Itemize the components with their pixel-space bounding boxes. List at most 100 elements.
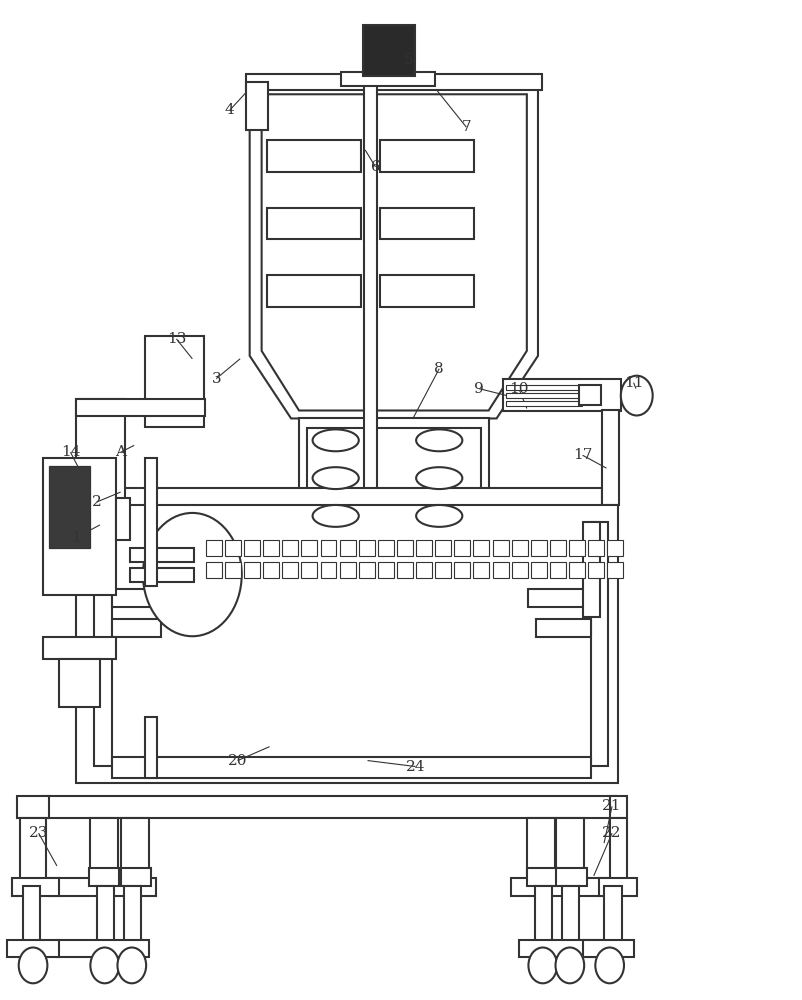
Ellipse shape [416,429,462,451]
Text: 9: 9 [474,382,484,396]
Bar [20,818,46,886]
Text: 7: 7 [461,120,471,134]
Bar [299,418,488,546]
Polygon shape [249,82,538,418]
Ellipse shape [416,505,462,527]
Bar [76,488,602,510]
Text: 6: 6 [371,160,380,174]
Bar [557,818,584,886]
Bar [6,940,59,957]
Bar [569,562,585,578]
Bar [49,878,156,896]
Bar [282,562,298,578]
Bar [267,275,361,307]
Circle shape [595,948,624,983]
Text: 2: 2 [92,495,102,509]
Text: 13: 13 [167,332,186,346]
Bar [604,886,622,957]
Bar [245,74,542,90]
Bar [76,510,602,526]
Text: 24: 24 [406,760,425,774]
Circle shape [556,948,584,983]
Bar [12,878,59,896]
Bar [503,379,621,410]
Bar [22,886,40,957]
Bar [416,562,432,578]
Text: 14: 14 [61,445,80,459]
Bar [535,886,553,946]
Bar [144,717,157,778]
Text: 8: 8 [435,362,444,376]
Ellipse shape [313,429,358,451]
Bar [302,540,318,556]
Bar [512,540,528,556]
Bar [380,275,474,307]
Text: 1: 1 [71,531,81,545]
Bar [267,208,361,239]
Bar [582,522,600,617]
Bar [455,562,470,578]
Bar [130,548,194,562]
Bar [435,540,452,556]
Text: A: A [115,445,126,459]
Bar [512,562,528,578]
Bar [120,868,151,886]
Bar [378,540,394,556]
Bar [397,562,413,578]
Bar [206,540,222,556]
Bar [397,540,413,556]
Bar [511,878,618,896]
Bar [358,562,375,578]
Bar [43,796,616,818]
Bar [321,562,337,578]
Bar [17,796,49,818]
Ellipse shape [313,505,358,527]
Bar [590,522,608,766]
Bar [43,637,115,659]
Bar [588,540,604,556]
Bar [302,562,318,578]
Bar [550,540,566,556]
Bar [492,562,508,578]
Bar [610,796,627,818]
Bar [340,540,355,556]
Bar [49,466,91,548]
Bar [57,940,148,957]
Bar [598,878,637,896]
Text: 17: 17 [573,448,592,462]
Bar [562,886,579,946]
Bar [307,428,480,536]
Bar [358,540,375,556]
Text: 3: 3 [212,372,221,386]
Bar [607,562,623,578]
Bar [550,562,566,578]
Bar [267,140,361,172]
Circle shape [529,948,557,983]
Bar [602,410,619,505]
Bar [120,818,148,886]
Bar [124,886,141,946]
Bar [91,818,118,886]
Bar [43,458,115,595]
Bar [578,385,601,405]
Bar [144,458,157,586]
Bar [455,540,470,556]
Bar [130,568,194,582]
Bar [282,540,298,556]
Bar [144,336,205,427]
Bar [492,540,508,556]
Bar [416,540,432,556]
Bar [527,868,557,886]
Bar [473,540,489,556]
Bar [588,562,604,578]
Bar [245,82,268,130]
Bar [557,868,586,886]
Circle shape [18,948,47,983]
Text: 4: 4 [225,103,235,117]
Text: 22: 22 [602,826,622,840]
Bar [380,140,474,172]
Ellipse shape [313,467,358,489]
Bar [364,74,377,546]
Bar [582,940,634,957]
Bar [363,25,415,76]
